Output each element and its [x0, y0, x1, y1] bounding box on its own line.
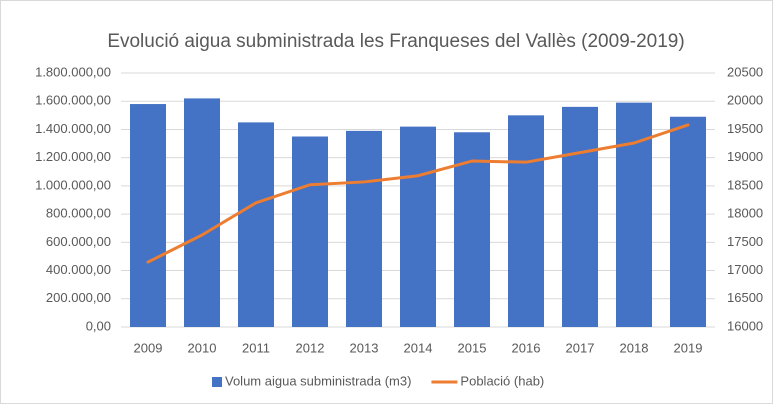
y-tick-label: 600.000,00	[46, 234, 111, 249]
y-tick-label: 1.400.000,00	[35, 121, 111, 136]
y-tick-label: 0,00	[86, 318, 111, 333]
x-tick-label: 2016	[512, 340, 541, 355]
y-tick-label: 1.000.000,00	[35, 177, 111, 192]
legend-label: Volum aigua subministrada (m3)	[225, 373, 411, 388]
bar	[616, 102, 652, 327]
y-tick-label: 1.200.000,00	[35, 149, 111, 164]
y-tick-label: 1.800.000,00	[35, 64, 111, 79]
y2-tick-label: 17500	[727, 234, 763, 249]
legend-label: Població (hab)	[460, 373, 544, 388]
y2-tick-label: 16500	[727, 290, 763, 305]
bar	[346, 130, 382, 327]
x-tick-label: 2014	[404, 340, 433, 355]
bar	[508, 115, 544, 327]
x-tick-label: 2011	[242, 340, 270, 355]
y-tick-label: 200.000,00	[46, 290, 111, 305]
y2-tick-label: 19000	[727, 149, 763, 164]
bar	[400, 126, 436, 327]
bar	[562, 106, 598, 327]
chart-title: Evolució aigua subministrada les Franque…	[107, 31, 684, 52]
x-tick-label: 2009	[134, 340, 163, 355]
bar	[670, 116, 706, 327]
x-tick-label: 2010	[188, 340, 217, 355]
bar	[130, 104, 166, 328]
x-tick-label: 2013	[350, 340, 379, 355]
x-tick-label: 2012	[296, 340, 325, 355]
y2-tick-label: 20500	[727, 64, 763, 79]
x-tick-label: 2019	[674, 340, 703, 355]
y-tick-label: 800.000,00	[46, 206, 111, 221]
legend-swatch	[212, 377, 222, 387]
line	[146, 123, 690, 264]
y2-tick-label: 17000	[727, 262, 763, 277]
y-tick-label: 400.000,00	[46, 262, 111, 277]
y2-tick-label: 18500	[727, 177, 763, 192]
x-tick-label: 2018	[620, 340, 649, 355]
y2-tick-label: 18000	[727, 206, 763, 221]
y2-tick-label: 20000	[727, 93, 763, 108]
bar	[292, 136, 328, 327]
y2-tick-label: 19500	[727, 121, 763, 136]
y2-tick-label: 16000	[727, 318, 763, 333]
bar	[238, 122, 274, 327]
bar	[184, 98, 220, 328]
x-tick-label: 2017	[566, 340, 595, 355]
x-tick-label: 2015	[458, 340, 487, 355]
y-tick-label: 1.600.000,00	[35, 93, 111, 108]
